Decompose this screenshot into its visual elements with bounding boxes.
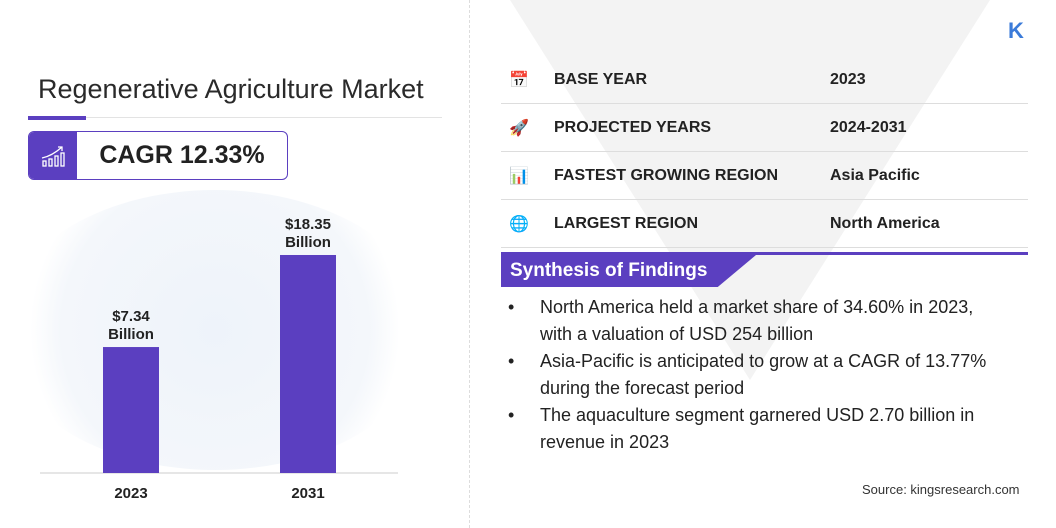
rocket-icon: 🚀 <box>509 119 529 137</box>
cagr-value: CAGR 12.33% <box>99 141 265 169</box>
bar-2023 <box>103 347 159 473</box>
region-chart-icon: 📊 <box>509 167 529 185</box>
x-tick-label: 2031 <box>291 485 324 502</box>
synthesis-rule <box>501 252 1028 255</box>
growth-chart-icon <box>29 132 77 179</box>
data-label: Billion <box>108 326 154 343</box>
title-underline <box>28 117 442 118</box>
source-note: Source: kingsresearch.com <box>862 482 1020 497</box>
data-label: $18.35 <box>285 216 331 233</box>
bar-2031 <box>280 254 336 473</box>
finding-item: North America held a market share of 34.… <box>508 294 1008 348</box>
calendar-clock-icon: 📅 <box>509 71 529 89</box>
synthesis-heading: Synthesis of Findings <box>501 255 756 287</box>
kings-research-logo: K <box>1008 18 1024 43</box>
globe-icon: 🌐 <box>509 215 529 233</box>
finding-item: Asia-Pacific is anticipated to grow at a… <box>508 348 1008 402</box>
data-label: $7.34 <box>112 308 150 325</box>
title-accent <box>28 116 86 120</box>
divider <box>469 0 470 528</box>
info-row-fastest-region: 📊 FASTEST GROWING REGION Asia Pacific <box>501 152 1028 200</box>
globe-background <box>0 190 430 470</box>
cagr-badge: CAGR 12.33% <box>28 131 288 180</box>
data-label: Billion <box>285 234 331 251</box>
x-tick-label: 2023 <box>114 485 147 502</box>
info-row-base-year: 📅 BASE YEAR 2023 <box>501 56 1028 104</box>
page-title: Regenerative Agriculture Market <box>38 74 424 104</box>
findings-list: North America held a market share of 34.… <box>508 294 1008 456</box>
info-row-largest-region: 🌐 LARGEST REGION North America <box>501 200 1028 248</box>
info-row-projected-years: 🚀 PROJECTED YEARS 2024-2031 <box>501 104 1028 152</box>
finding-item: The aquaculture segment garnered USD 2.7… <box>508 402 1008 456</box>
